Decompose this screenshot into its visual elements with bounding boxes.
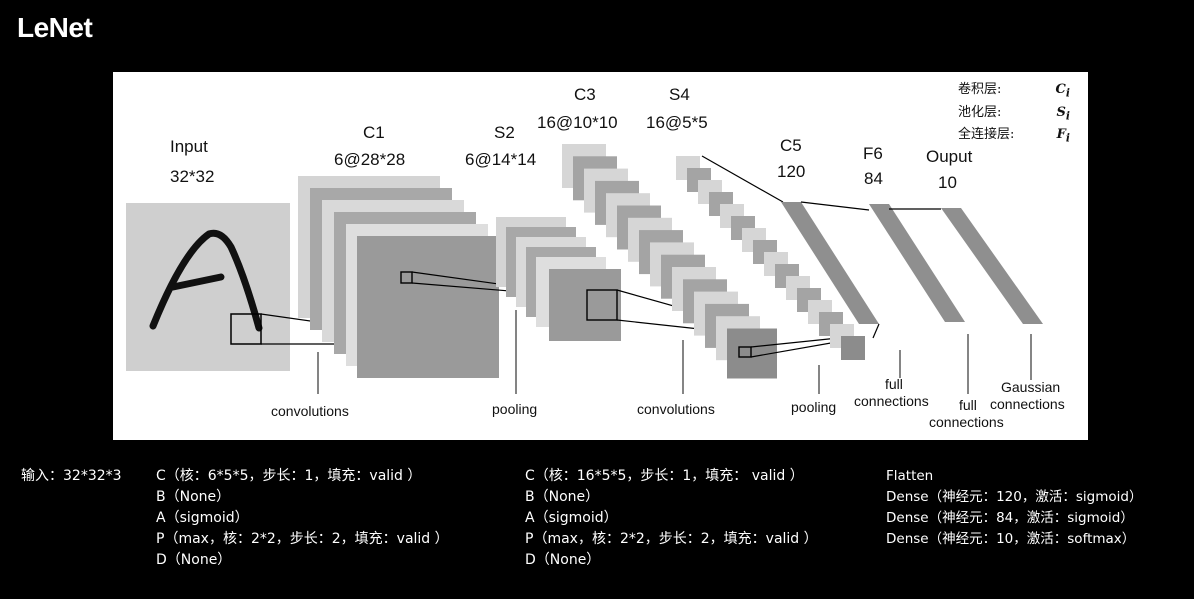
label-f6-size: 84 [864,169,883,188]
output-band [941,208,1043,324]
label-f6-name: F6 [863,144,883,163]
params-block1-line: C（核：6*5*5，步长：1，填充：valid ） [156,468,422,484]
op-full-1-line2: connections [854,393,929,409]
params-block1-line: D（None） [156,552,232,568]
letter-a-bar [169,273,225,291]
lenet-diagram: Input 32*32 C1 6@28*28 S2 6@14*14 C3 16@… [113,72,1088,440]
letter-a-stroke [149,229,263,332]
c5-band [781,202,879,324]
params-block2-line: P（max，核：2*2，步长：2，填充：valid ） [525,531,818,547]
params-block3-line: Flatten [886,468,934,484]
label-c3-size: 16@10*10 [537,113,618,132]
params-block1-line: B（None） [156,489,231,505]
label-output-name: Ouput [926,147,973,166]
label-s4-name: S4 [669,85,690,104]
c1-receptive-field [400,271,413,284]
label-s4-size: 16@5*5 [646,113,708,132]
c1-feature-maps [298,176,499,378]
s4-feature-map [841,336,865,360]
params-block2-line: A（sigmoid） [525,510,618,526]
params-input-text: 输入：32*32*3 [21,468,122,484]
label-s2-size: 6@14*14 [465,150,536,169]
f6-band [869,204,965,322]
params-block2-line: C（核：16*5*5，步长：1，填充： valid ） [525,468,804,484]
params-block1-line: P（max，核：2*2，步长：2，填充：valid ） [156,531,449,547]
label-c3-name: C3 [574,85,596,104]
legend-row-pool: 池化层: Si [958,103,1070,126]
legend-row-fc: 全连接层: Fi [958,125,1070,148]
op-pooling-2: pooling [791,399,836,415]
legend: 卷积层: Ci 池化层: Si 全连接层: Fi [958,80,1070,148]
op-gaussian-line1: Gaussian [1001,379,1060,395]
label-c5-size: 120 [777,162,805,181]
legend-pool-label: 池化层: [958,104,1002,120]
legend-row-conv: 卷积层: Ci [958,80,1070,103]
label-s2-name: S2 [494,123,515,142]
params-block3-line: Dense（神经元：10，激活：softmax） [886,531,1136,547]
diagram-canvas: Input 32*32 C1 6@28*28 S2 6@14*14 C3 16@… [126,85,1065,430]
op-convolutions-2: convolutions [637,401,715,417]
params-input: 输入：32*32*3 [21,466,122,487]
c3-feature-maps [562,144,777,379]
label-c1-name: C1 [363,123,385,142]
label-input-size: 32*32 [170,167,214,186]
params-block-3: Flatten Dense（神经元：120，激活：sigmoid） Dense（… [886,466,1142,550]
op-full-2-line1: full [959,397,977,413]
params-block-2: C（核：16*5*5，步长：1，填充： valid ） B（None） A（si… [525,466,818,571]
op-full-2-line2: connections [929,414,1004,430]
legend-conv-label: 卷积层: [958,82,1002,97]
legend-conv-symbol: Ci [1055,82,1070,100]
s2-feature-maps [496,217,621,341]
op-gaussian-line2: connections [990,396,1065,412]
op-pooling-1: pooling [492,401,537,417]
label-c5-name: C5 [780,136,802,155]
params-block-1: C（核：6*5*5，步长：1，填充：valid ） B（None） A（sigm… [156,466,449,571]
params-block2-line: D（None） [525,552,601,568]
input-receptive-field [230,313,262,345]
legend-fc-label: 全连接层: [958,127,1015,143]
c3-receptive-field [738,346,752,358]
label-output-size: 10 [938,173,957,192]
s2-receptive-field [586,289,618,321]
params-block1-line: A（sigmoid） [156,510,249,526]
label-c1-size: 6@28*28 [334,150,405,169]
op-full-1-line1: full [885,376,903,392]
op-convolutions-1: convolutions [271,403,349,419]
params-block2-line: B（None） [525,489,600,505]
s4-feature-maps [676,156,865,360]
input-image [126,203,290,371]
label-input-name: Input [170,137,208,156]
legend-pool-symbol: Si [1056,104,1070,123]
params-block3-line: Dense（神经元：120，激活：sigmoid） [886,489,1143,505]
legend-fc-symbol: Fi [1056,127,1070,145]
page-title: LeNet [17,12,93,43]
params-block3-line: Dense（神经元：84，激活：sigmoid） [886,510,1134,526]
